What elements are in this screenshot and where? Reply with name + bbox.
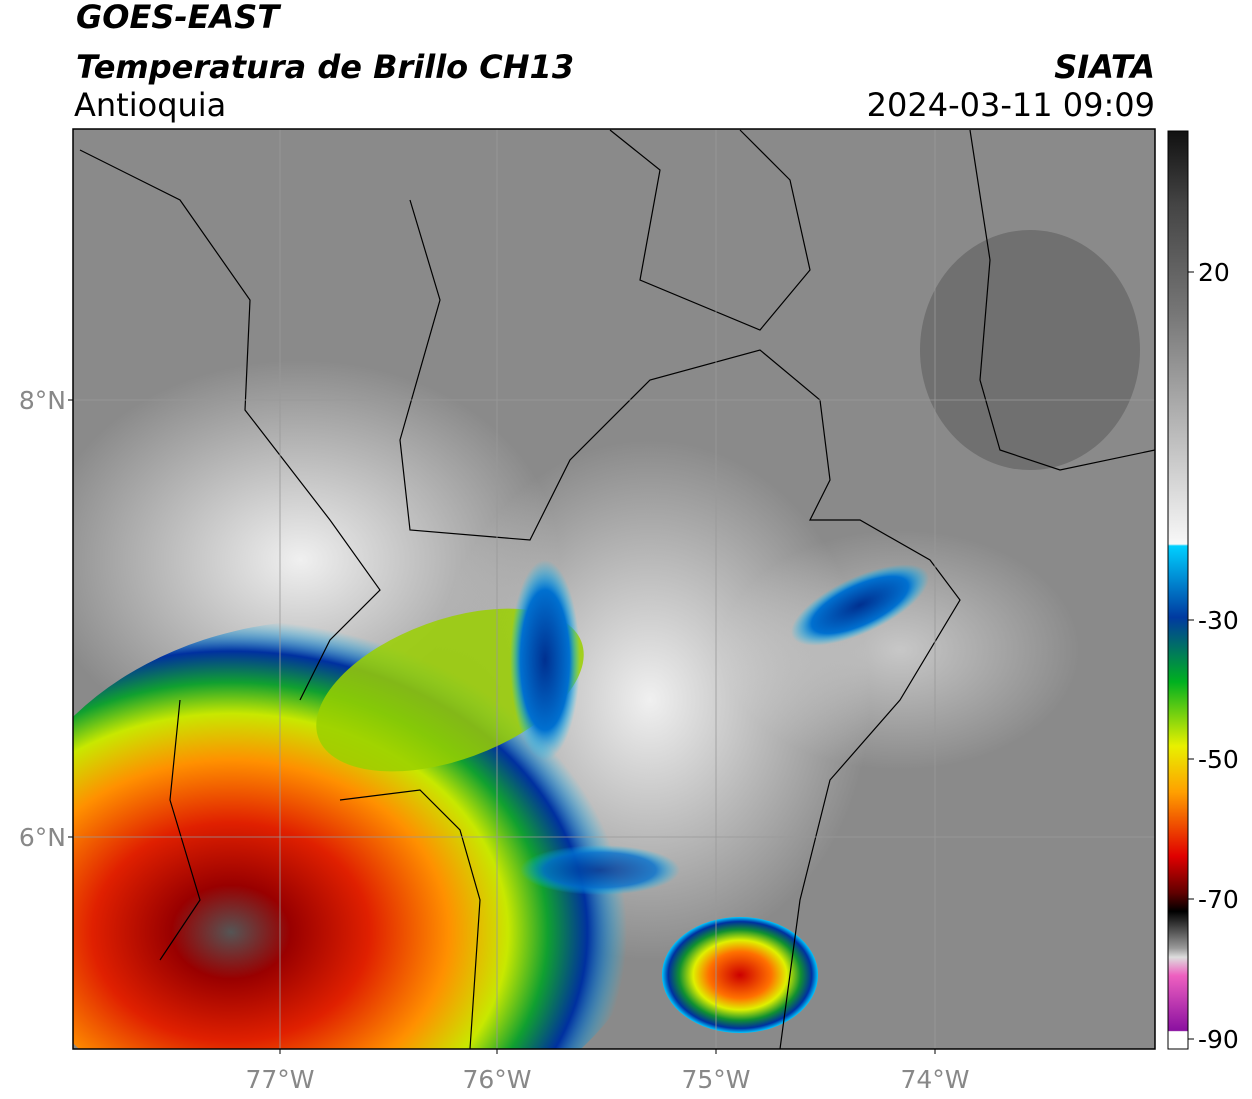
product-title: Temperatura de Brillo CH13 xyxy=(76,48,574,86)
convective-cell xyxy=(520,845,680,895)
tick-labels: 8°N 6°N 77°W 76°W 75°W 74°W 20 -30 -50 -70 -90 xyxy=(19,258,1239,1094)
lon-tick-label: 75°W xyxy=(681,1065,750,1094)
lon-tick-label: 74°W xyxy=(900,1065,969,1094)
datetime-label: 2024-03-11 09:09 xyxy=(867,86,1155,124)
colorbar-tick-label: 20 xyxy=(1198,258,1230,287)
borders xyxy=(79,129,1155,1049)
lon-tick-label: 76°W xyxy=(462,1065,531,1094)
colorbar xyxy=(1167,130,1189,1050)
satellite-image xyxy=(73,129,1155,1049)
lon-tick-label: 77°W xyxy=(245,1065,314,1094)
source-label: SIATA xyxy=(1054,48,1155,86)
colorbar-tick-label: -30 xyxy=(1198,606,1239,635)
colorbar-tick-label: -90 xyxy=(1198,1025,1239,1054)
convective-cell xyxy=(662,917,818,1033)
lat-tick-label: 6°N xyxy=(19,823,66,852)
clear-sky xyxy=(920,230,1140,470)
graticule xyxy=(73,129,1155,1049)
storm-edge xyxy=(510,560,580,760)
colorbar-tick-label: -70 xyxy=(1198,885,1239,914)
lat-tick-label: 8°N xyxy=(19,386,66,415)
satellite-title: GOES-EAST xyxy=(76,0,281,36)
cloud xyxy=(720,530,1080,770)
colorbar-tick-label: -50 xyxy=(1198,745,1239,774)
map-frame xyxy=(72,128,1156,1050)
convective-cell xyxy=(791,564,929,646)
region-label: Antioquia xyxy=(74,86,226,124)
